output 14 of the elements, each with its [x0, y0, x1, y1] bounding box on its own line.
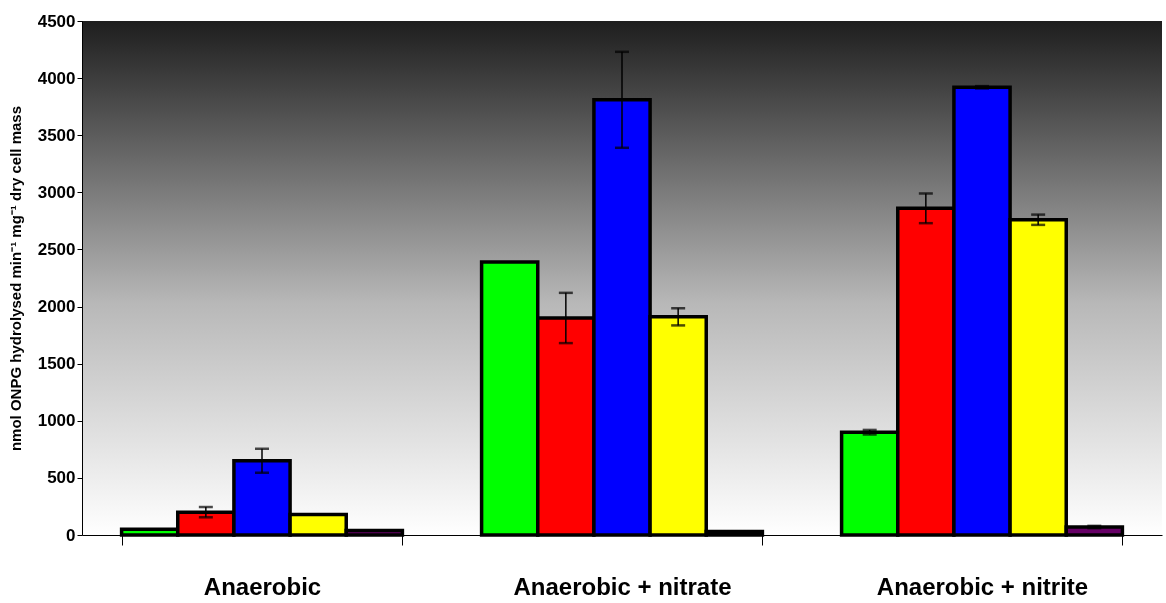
- x-tick-label: Anaerobic: [203, 572, 322, 600]
- y-tick-label: 1000: [37, 411, 76, 431]
- y-tick-label: 4500: [37, 11, 76, 31]
- y-tick-label: 4000: [37, 68, 76, 88]
- y-tick-label: 2500: [37, 239, 76, 259]
- y-axis-title: nmol ONPG hydrolysed min⁻¹ mg⁻¹ dry cell mass: [6, 105, 24, 452]
- y-tick-label: 3500: [37, 125, 76, 145]
- x-tick-label: Anaerobic + nitrite: [876, 572, 1089, 600]
- y-tick-label: 0: [66, 525, 76, 545]
- y-tick-label: 2000: [37, 297, 76, 317]
- y-tick-label: 1500: [37, 354, 76, 374]
- x-tick-label: Anaerobic + nitrate: [513, 572, 732, 600]
- y-tick-label: 3000: [37, 182, 76, 202]
- y-tick-label: 500: [47, 468, 76, 488]
